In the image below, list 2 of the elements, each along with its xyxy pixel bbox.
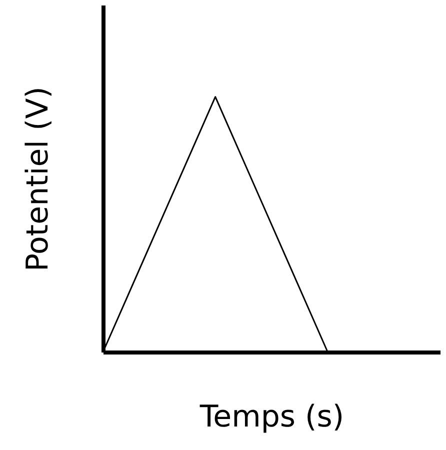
x-axis-title: Temps (s): [198, 400, 344, 434]
y-axis-title: Potentiel (V): [20, 86, 56, 272]
